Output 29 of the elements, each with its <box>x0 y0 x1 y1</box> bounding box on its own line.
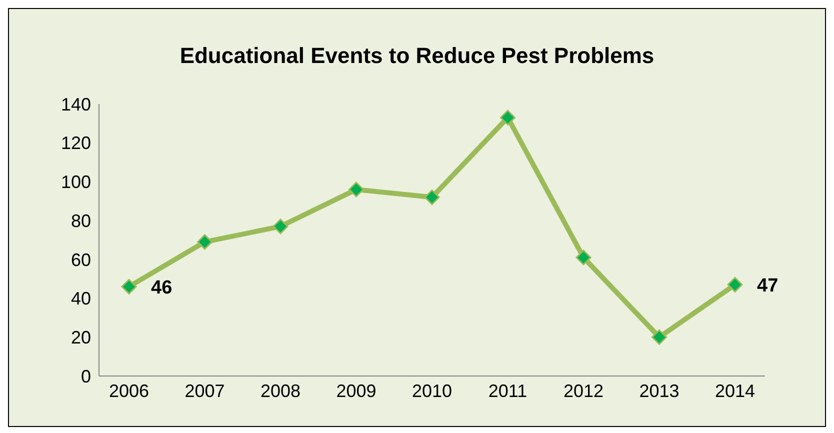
point <box>424 190 440 206</box>
x-tick-label: 2011 <box>488 380 528 401</box>
data-label: 47 <box>757 276 778 297</box>
y-tick-label: 40 <box>70 288 91 309</box>
point <box>652 329 667 345</box>
chart-title: Educational Events to Reduce Pest Problems <box>178 43 656 69</box>
x-tick-label: 2013 <box>639 380 680 401</box>
point <box>121 278 137 294</box>
y-tick-label: 80 <box>70 210 91 231</box>
point <box>576 250 592 266</box>
y-tick-label: 0 <box>80 366 91 386</box>
y-tick-label: 120 <box>60 133 91 154</box>
y-tick-label: 20 <box>70 328 91 348</box>
x-tick-label: 2010 <box>412 380 452 401</box>
point <box>272 218 288 234</box>
data-label: 46 <box>151 278 172 299</box>
point <box>348 182 364 198</box>
point <box>727 276 743 292</box>
point <box>197 234 212 250</box>
x-tick-label: 2012 <box>563 380 604 401</box>
x-tick-label: 2008 <box>260 380 301 401</box>
x-tick-label: 2007 <box>184 380 225 401</box>
y-tick-label: 60 <box>70 250 91 270</box>
x-tick-label: 2009 <box>336 380 376 401</box>
x-tick-label: 2006 <box>108 380 150 401</box>
x-tick-label: 2014 <box>714 380 756 401</box>
point <box>500 110 516 126</box>
y-tick-label: 100 <box>60 172 91 192</box>
y-tick-label: 140 <box>60 94 91 114</box>
